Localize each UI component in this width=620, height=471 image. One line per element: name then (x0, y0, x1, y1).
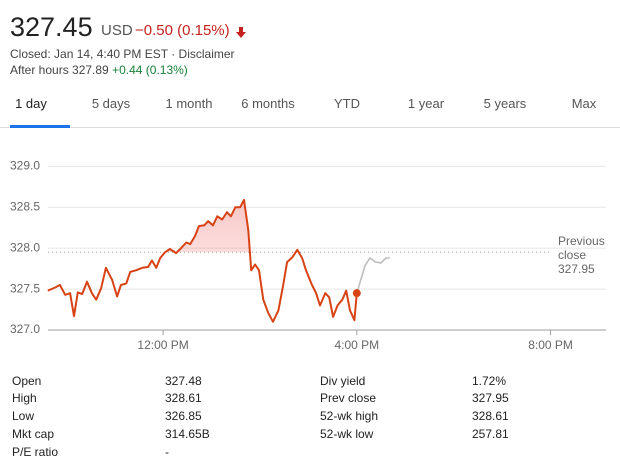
tab-selected-indicator (10, 125, 70, 128)
price-line (356, 257, 390, 294)
status-line: Closed: Jan 14, 4:40 PM EST · Disclaimer (10, 47, 235, 61)
price-line (47, 198, 358, 323)
stat-value: 327.95 (472, 391, 509, 405)
stat-value: 326.85 (165, 409, 202, 423)
y-tick-label: 327.0 (10, 322, 40, 336)
stat-label: Low (12, 409, 35, 423)
stat-label: 52-wk low (320, 427, 374, 441)
close-dot (352, 289, 361, 298)
stat-value: 257.81 (472, 427, 509, 441)
chart: 327.0 327.5 328.0 328.5 329.0 12:00 PM 4:00 PM… (10, 159, 606, 352)
y-tick-label: 328.0 (10, 240, 40, 254)
x-tick-label: 4:00 PM (334, 338, 379, 352)
tab-divider (0, 127, 620, 128)
price: 327.45 (10, 12, 93, 42)
range-tab[interactable]: 1 month (165, 96, 213, 111)
status: Closed: Jan 14, 4:40 PM EST · (10, 47, 179, 61)
disclaimer-link[interactable]: Disclaimer (178, 47, 235, 61)
stat-value: 328.61 (472, 409, 509, 423)
down-arrow (236, 27, 246, 38)
after-hours-line: After hours 327.89 +0.44 (0.13%) (10, 63, 188, 77)
range-tab[interactable]: Max (571, 96, 597, 111)
x-tick-label: 8:00 PM (528, 338, 573, 352)
stat-value: 327.48 (165, 374, 202, 388)
range-tab[interactable]: 1 year (407, 96, 445, 111)
change: −0.50 (0.15%) (135, 22, 230, 39)
previous-close-title: Previous close (558, 234, 605, 263)
stat-label: P/E ratio (12, 445, 59, 459)
range-tab[interactable]: 5 days (91, 96, 131, 111)
range-tab[interactable]: 5 years (483, 96, 527, 111)
stat-label: 52-wk high (320, 409, 379, 423)
x-tick-label: 12:00 PM (137, 338, 188, 352)
stat-value: 314.65B (165, 427, 210, 441)
range-tab[interactable]: 1 day (15, 96, 47, 111)
after-hours-change: +0.44 (0.13%) (112, 63, 188, 77)
previous-close-value: 327.95 (558, 262, 595, 277)
stat-label: High (12, 391, 37, 405)
range-tab[interactable]: 6 months (241, 96, 295, 111)
stat-value: - (165, 445, 169, 459)
stat-value: 328.61 (165, 391, 202, 405)
stat-label: Div yield (320, 374, 366, 388)
stat-value: 1.72% (472, 374, 507, 388)
after-hours: After hours 327.89 (10, 63, 109, 77)
stat-label: Prev close (320, 391, 377, 405)
area-fill (165, 199, 299, 253)
currency: USD (101, 22, 133, 39)
y-tick-label: 329.0 (10, 159, 40, 173)
y-tick-label: 327.5 (10, 281, 40, 295)
range-tab[interactable]: YTD (334, 96, 360, 111)
previous-close-label: Previous close 327.95 (558, 234, 614, 276)
y-tick-label: 328.5 (10, 199, 40, 213)
stat-label: Open (12, 374, 42, 388)
stat-label: Mkt cap (12, 427, 55, 441)
